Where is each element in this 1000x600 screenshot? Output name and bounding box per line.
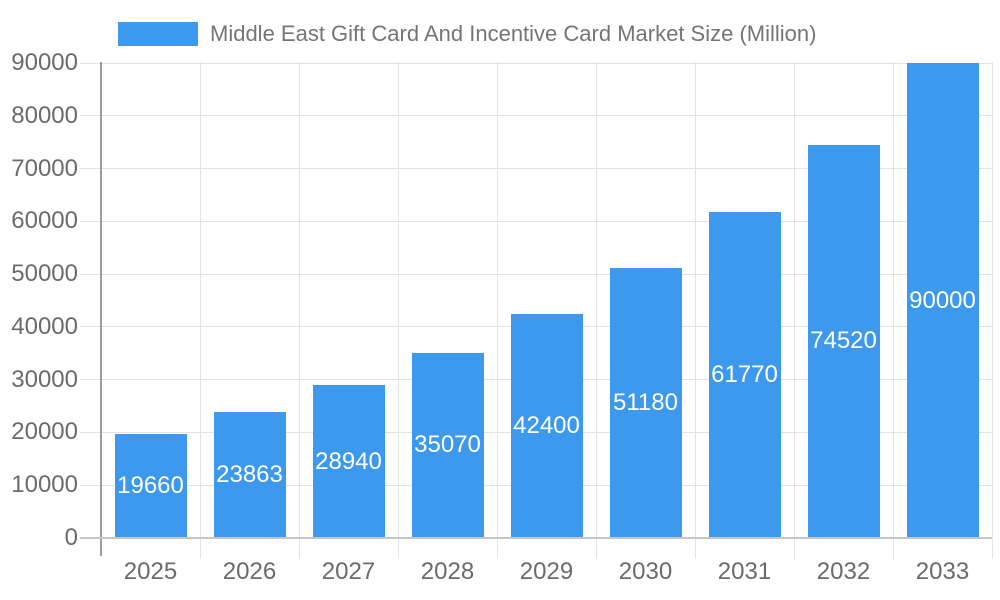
x-axis-tick-label: 2031 bbox=[717, 558, 772, 585]
x-axis-tick bbox=[991, 539, 993, 559]
y-axis-tick-label: 80000 bbox=[11, 101, 78, 129]
bar-2033[interactable]: 90000 bbox=[906, 63, 979, 538]
x-axis-tick-label: 2027 bbox=[321, 558, 376, 585]
bar-2025[interactable]: 19660 bbox=[114, 434, 187, 538]
y-axis-tick-label: 50000 bbox=[11, 260, 78, 288]
x-axis-tick bbox=[793, 539, 795, 559]
bar-value-label: 90000 bbox=[909, 286, 976, 314]
bar-2029[interactable]: 42400 bbox=[510, 314, 583, 538]
x-axis-line bbox=[80, 537, 992, 539]
y-axis-tick-label: 70000 bbox=[11, 154, 78, 182]
y-axis-tick-label: 90000 bbox=[11, 49, 78, 76]
x-axis-tick-label: 2033 bbox=[915, 558, 970, 585]
x-axis-tick-label: 2030 bbox=[618, 558, 673, 585]
x-gridline bbox=[991, 62, 993, 538]
y-axis-tick-label: 10000 bbox=[11, 471, 78, 499]
y-gridline bbox=[80, 62, 992, 64]
bar-2031[interactable]: 61770 bbox=[708, 211, 781, 538]
x-gridline bbox=[298, 62, 300, 538]
x-axis-tick bbox=[694, 539, 696, 559]
x-gridline bbox=[694, 62, 696, 538]
bar-value-label: 42400 bbox=[513, 412, 580, 440]
x-axis-tick-label: 2028 bbox=[420, 558, 475, 585]
y-axis-tick-label: 20000 bbox=[11, 418, 78, 446]
bar-2027[interactable]: 28940 bbox=[312, 385, 385, 538]
bar-2032[interactable]: 74520 bbox=[807, 144, 880, 538]
x-gridline bbox=[892, 62, 894, 538]
y-axis-tick-label: 0 bbox=[64, 524, 78, 551]
x-axis-tick bbox=[496, 539, 498, 559]
x-gridline bbox=[595, 62, 597, 538]
bar-value-label: 61770 bbox=[711, 360, 778, 388]
y-axis-tick-label: 40000 bbox=[11, 312, 78, 340]
x-axis-tick-label: 2029 bbox=[519, 558, 574, 585]
y-gridline bbox=[80, 115, 992, 117]
legend-label: Middle East Gift Card And Incentive Card… bbox=[210, 21, 817, 46]
y-gridline bbox=[80, 220, 992, 222]
x-gridline bbox=[793, 62, 795, 538]
x-axis-tick bbox=[199, 539, 201, 559]
y-axis-tick-label: 30000 bbox=[11, 365, 78, 393]
x-axis-tick bbox=[397, 539, 399, 559]
x-axis-tick bbox=[892, 539, 894, 559]
x-gridline bbox=[199, 62, 201, 538]
bar-2030[interactable]: 51180 bbox=[609, 267, 682, 538]
bar-value-label: 74520 bbox=[810, 327, 877, 355]
bar-value-label: 35070 bbox=[414, 431, 481, 459]
bar-value-label: 19660 bbox=[117, 472, 184, 500]
legend-swatch bbox=[118, 22, 198, 46]
bar-value-label: 23863 bbox=[216, 461, 283, 489]
x-axis-tick-label: 2025 bbox=[123, 558, 178, 585]
bar-value-label: 51180 bbox=[613, 388, 678, 416]
y-gridline bbox=[80, 168, 992, 170]
x-axis-tick-label: 2026 bbox=[222, 558, 277, 585]
x-gridline bbox=[496, 62, 498, 538]
y-axis-tick-label: 60000 bbox=[11, 207, 78, 235]
bar-2026[interactable]: 23863 bbox=[213, 412, 286, 538]
x-gridline bbox=[397, 62, 399, 538]
y-gridline bbox=[80, 273, 992, 275]
x-axis-tick-label: 2032 bbox=[816, 558, 871, 585]
y-axis-line bbox=[100, 62, 102, 556]
bar-2028[interactable]: 35070 bbox=[411, 352, 484, 538]
x-axis-tick bbox=[298, 539, 300, 559]
bar-value-label: 28940 bbox=[315, 447, 382, 475]
x-axis-tick bbox=[595, 539, 597, 559]
legend-item[interactable]: Middle East Gift Card And Incentive Card… bbox=[118, 22, 816, 46]
